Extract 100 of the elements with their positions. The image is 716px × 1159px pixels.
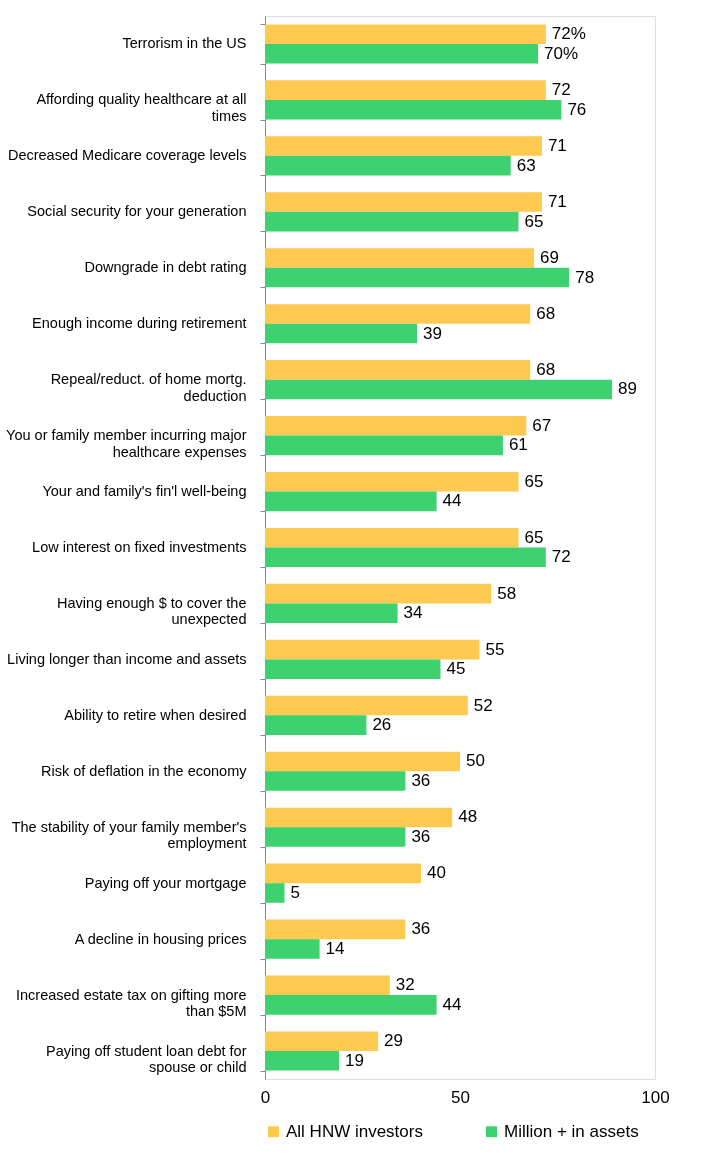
data-label: 89 [618,379,638,399]
data-label: 65 [524,211,544,231]
data-label: 63 [516,155,536,175]
y-tick-label: A decline in housing prices [74,930,247,947]
bar [265,1031,379,1052]
y-tick-label: Low interest on fixed investments [32,539,247,555]
data-label: 44 [442,491,462,511]
legend-label: Million + in assets [504,1121,639,1141]
bar [265,435,503,456]
bar [265,547,546,568]
y-tick-label: Ability to retire when desired [64,706,247,723]
data-label: 26 [372,715,392,735]
data-label: 50 [466,751,485,771]
data-label: 65 [524,471,544,491]
data-label: 19 [345,1050,365,1070]
y-tick-label: Increased estate tax on gifting more than $5M [15,986,247,1020]
bar [265,883,285,903]
data-label: 70% [544,43,579,63]
x-tick-label: 50 [451,1087,470,1107]
data-label: 29 [384,1031,404,1051]
data-label: 34 [403,603,423,623]
bar [265,919,406,940]
bar [265,491,437,512]
bar [265,192,542,212]
data-label: 78 [575,267,595,287]
y-tick-label: Having enough $ to cover the unexpected [57,594,247,628]
data-label: 40 [427,863,446,883]
bar [265,267,570,288]
y-tick-label: Downgrade in debt rating [84,259,247,276]
data-label: 72% [551,24,586,44]
y-tick-label: Living longer than income and assets [7,650,247,667]
bar [265,155,511,176]
y-tick-label: Affording quality healthcare at all times [36,91,247,124]
y-tick-label: Risk of deflation in the economy [40,762,248,779]
bar [265,211,519,232]
bar [265,136,542,156]
data-label: 52 [473,695,493,715]
bar [265,827,406,847]
y-tick-label: Paying off your mortgage [84,874,247,891]
data-label: 69 [540,247,560,267]
data-label: 14 [325,938,345,958]
bar [265,360,531,380]
y-tick-label: Your and family's fin'l well-being [42,483,247,500]
data-label: 48 [458,807,478,827]
bar [265,527,519,548]
bar [265,248,535,268]
y-tick-label: Terrorism in the US [122,35,247,52]
bar [265,304,531,324]
data-label: 39 [423,323,443,343]
data-label: 36 [411,827,431,847]
bar [265,416,527,436]
data-label: 68 [536,359,556,379]
data-label: 72 [551,80,571,100]
bar [265,659,441,679]
data-label: 55 [485,639,505,659]
data-label: 36 [411,919,431,939]
data-label: 72 [551,547,571,567]
bar [265,43,538,64]
y-tick-label: Repeal/reduct. of home mortg. deduction [50,371,247,404]
y-tick-label: Decreased Medicare coverage levels [7,147,247,164]
bar [265,807,453,828]
data-label: 71 [547,136,567,156]
x-tick-label: 0 [260,1087,271,1107]
data-label: 65 [524,527,544,547]
bar [265,471,519,492]
bar [265,1051,340,1071]
bar [265,639,480,660]
bar [265,715,367,735]
data-label: 45 [446,659,466,679]
bar [265,995,437,1015]
bar [265,695,468,716]
data-label: 58 [497,583,517,603]
y-tick-label: Paying off student loan debt for spouse or child [46,1042,247,1076]
bar [265,603,398,624]
y-tick-label: Enough income during retirement [32,315,247,332]
bar [265,771,406,791]
data-label: 36 [411,771,431,791]
bar [265,379,613,400]
y-tick-label: You or family member incurring major healthcare expenses [6,427,247,460]
data-label: 68 [536,303,556,323]
y-tick-label: The stability of your family member's employment [11,818,247,852]
data-label: 44 [442,994,462,1014]
data-label: 32 [395,975,415,995]
y-tick-label: Social security for your generation [27,203,247,220]
bar [265,583,492,604]
bar [265,24,546,44]
bar [265,99,562,120]
bar [265,975,390,996]
data-label: 67 [532,415,552,435]
data-label: 5 [290,882,300,902]
bar [265,80,546,100]
legend-label: All HNW investors [286,1121,423,1141]
x-tick-label: 100 [641,1087,670,1107]
data-label: 76 [567,99,587,119]
data-label: 61 [508,435,528,455]
data-label: 71 [547,192,567,212]
bar [265,751,460,772]
bar [265,323,418,344]
bar [265,939,320,959]
bar [265,863,421,884]
